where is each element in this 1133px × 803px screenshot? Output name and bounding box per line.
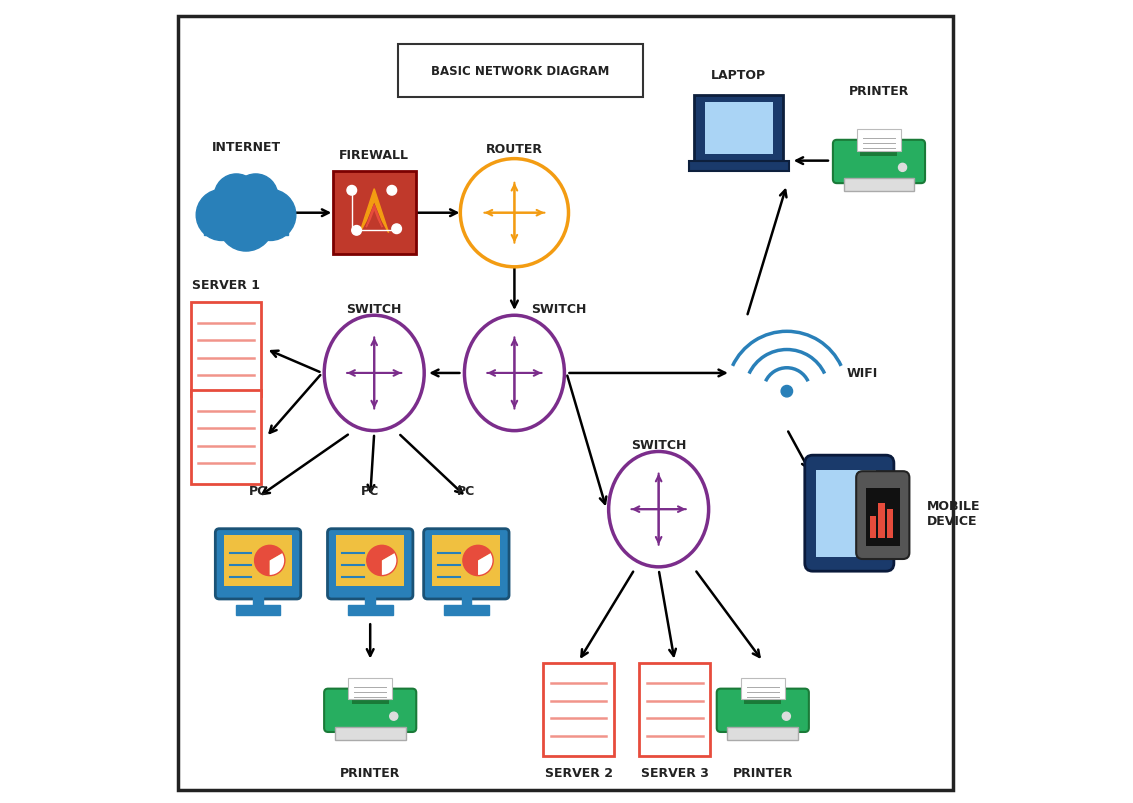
- Bar: [461, 593, 471, 613]
- Text: SWITCH: SWITCH: [631, 439, 687, 452]
- Bar: [335, 727, 406, 740]
- FancyBboxPatch shape: [717, 689, 809, 732]
- Bar: [857, 129, 901, 151]
- Bar: [253, 593, 263, 613]
- Text: PC: PC: [458, 484, 476, 498]
- Bar: [741, 678, 785, 699]
- Bar: [366, 593, 375, 613]
- Text: LAPTOP: LAPTOP: [712, 68, 766, 81]
- Circle shape: [219, 198, 273, 251]
- Text: SWITCH: SWITCH: [530, 303, 586, 316]
- Circle shape: [233, 175, 278, 218]
- FancyBboxPatch shape: [327, 529, 412, 599]
- Text: PRINTER: PRINTER: [849, 84, 909, 97]
- Text: PRINTER: PRINTER: [733, 765, 793, 779]
- Circle shape: [460, 160, 569, 267]
- Circle shape: [214, 177, 278, 241]
- Circle shape: [781, 386, 793, 397]
- Wedge shape: [382, 553, 397, 576]
- Text: BASIC NETWORK DIAGRAM: BASIC NETWORK DIAGRAM: [431, 65, 610, 79]
- Ellipse shape: [608, 452, 708, 567]
- Text: WIFI: WIFI: [847, 367, 878, 380]
- Circle shape: [245, 190, 296, 241]
- Text: MOBILE
DEVICE: MOBILE DEVICE: [927, 499, 980, 528]
- Circle shape: [392, 225, 401, 234]
- FancyBboxPatch shape: [432, 536, 501, 586]
- Bar: [348, 678, 392, 699]
- Bar: [236, 605, 281, 615]
- FancyBboxPatch shape: [639, 662, 710, 756]
- Wedge shape: [478, 553, 493, 576]
- FancyBboxPatch shape: [705, 103, 773, 155]
- FancyBboxPatch shape: [337, 536, 404, 586]
- Bar: [744, 699, 782, 704]
- Circle shape: [196, 190, 247, 241]
- Text: PRINTER: PRINTER: [340, 765, 400, 779]
- FancyBboxPatch shape: [857, 471, 910, 560]
- Text: SERVER 1: SERVER 1: [191, 279, 259, 291]
- Bar: [887, 510, 893, 539]
- Circle shape: [782, 712, 791, 720]
- Text: PC: PC: [361, 484, 380, 498]
- Wedge shape: [255, 546, 283, 576]
- Ellipse shape: [465, 316, 564, 431]
- Text: SERVER 2: SERVER 2: [545, 765, 613, 779]
- Polygon shape: [360, 190, 389, 234]
- FancyBboxPatch shape: [833, 141, 925, 184]
- Ellipse shape: [324, 316, 424, 431]
- FancyBboxPatch shape: [544, 662, 614, 756]
- Polygon shape: [366, 206, 382, 228]
- Text: SERVER 3: SERVER 3: [641, 765, 708, 779]
- Bar: [348, 605, 393, 615]
- Circle shape: [351, 226, 361, 236]
- Bar: [444, 605, 488, 615]
- FancyBboxPatch shape: [190, 303, 261, 397]
- Bar: [204, 214, 288, 235]
- FancyBboxPatch shape: [224, 536, 292, 586]
- FancyBboxPatch shape: [333, 172, 416, 255]
- Circle shape: [390, 712, 398, 720]
- FancyBboxPatch shape: [424, 529, 509, 599]
- Wedge shape: [367, 546, 395, 576]
- FancyBboxPatch shape: [215, 529, 300, 599]
- Wedge shape: [463, 546, 492, 576]
- FancyBboxPatch shape: [324, 689, 416, 732]
- Wedge shape: [270, 553, 284, 576]
- Bar: [689, 161, 789, 172]
- FancyBboxPatch shape: [398, 46, 642, 97]
- Text: SWITCH: SWITCH: [347, 303, 402, 316]
- Bar: [870, 516, 876, 539]
- Bar: [844, 179, 914, 192]
- Circle shape: [347, 186, 357, 196]
- Text: INTERNET: INTERNET: [212, 141, 281, 153]
- Bar: [860, 150, 897, 157]
- Circle shape: [214, 175, 258, 218]
- Circle shape: [898, 164, 906, 172]
- FancyBboxPatch shape: [695, 96, 783, 165]
- FancyBboxPatch shape: [816, 470, 876, 557]
- Bar: [878, 503, 885, 539]
- Bar: [351, 699, 389, 704]
- Text: ROUTER: ROUTER: [486, 143, 543, 156]
- Circle shape: [387, 186, 397, 196]
- Text: PC: PC: [249, 484, 267, 498]
- FancyBboxPatch shape: [190, 390, 261, 484]
- FancyBboxPatch shape: [866, 488, 900, 547]
- FancyBboxPatch shape: [804, 455, 894, 572]
- Text: FIREWALL: FIREWALL: [339, 149, 409, 161]
- Bar: [727, 727, 798, 740]
